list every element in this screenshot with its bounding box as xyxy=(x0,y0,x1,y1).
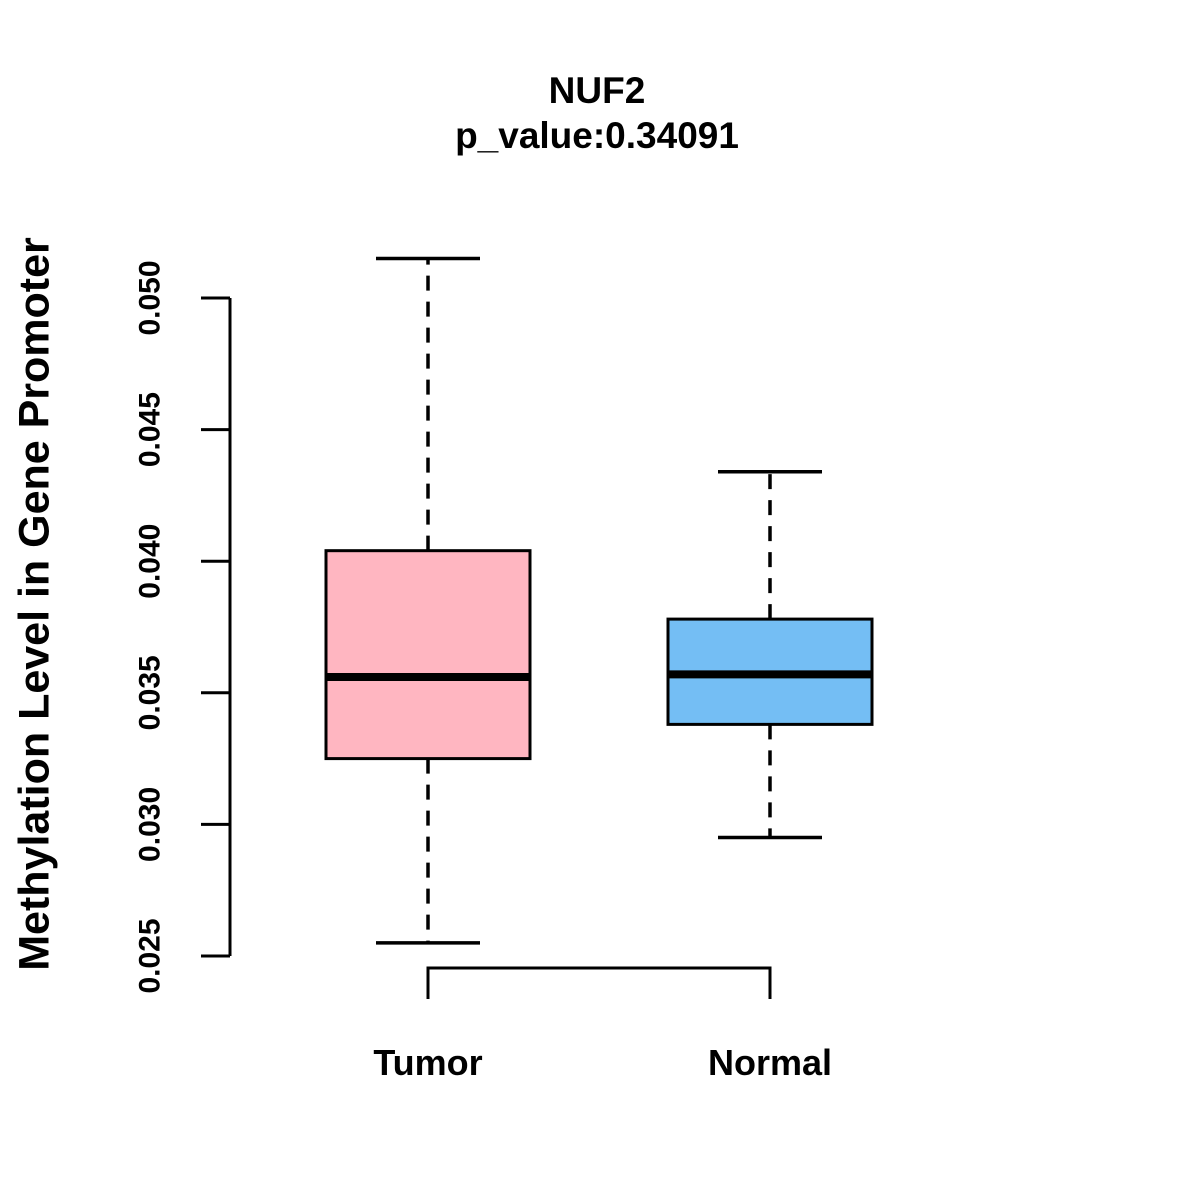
y-axis-tick-label: 0.035 xyxy=(134,655,167,730)
x-category-label-normal: Normal xyxy=(707,1042,833,1083)
box-normal xyxy=(666,469,874,840)
y-axis-tick-label: 0.050 xyxy=(134,260,167,335)
y-axis-tick-label: 0.030 xyxy=(134,787,167,862)
x-axis-bracket-line xyxy=(426,966,772,999)
y-axis: 0.025 0.030 0.035 0.040 0.045 0.050 xyxy=(134,260,232,994)
y-axis-tick-label: 0.025 xyxy=(134,918,167,993)
box-tumor xyxy=(324,256,532,945)
title-block: NUF2 p_value:0.34091 xyxy=(455,68,739,158)
chart-title: NUF2 xyxy=(548,70,646,111)
chart-pvalue-subtitle: p_value:0.34091 xyxy=(455,115,739,156)
iqr-box xyxy=(324,549,532,761)
y-axis-tick-label: 0.045 xyxy=(134,392,167,467)
y-axis-tick-label: 0.040 xyxy=(134,524,167,599)
x-category-label-tumor: Tumor xyxy=(373,1042,483,1083)
x-axis-bracket xyxy=(426,966,772,999)
